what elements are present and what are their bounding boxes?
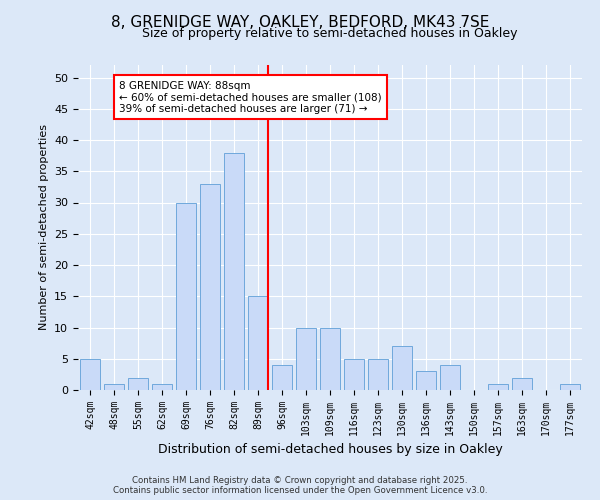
Bar (440, 365, 460, 390)
Bar (152, 384, 172, 390)
Bar (104, 384, 124, 390)
Bar (200, 184, 220, 390)
Title: Size of property relative to semi-detached houses in Oakley: Size of property relative to semi-detach… (142, 27, 518, 40)
Bar (272, 365, 292, 390)
Bar (392, 346, 412, 390)
Bar (296, 328, 316, 390)
Bar (416, 371, 436, 390)
Y-axis label: Number of semi-detached properties: Number of semi-detached properties (38, 124, 49, 330)
Text: 8 GRENIDGE WAY: 88sqm
← 60% of semi-detached houses are smaller (108)
39% of sem: 8 GRENIDGE WAY: 88sqm ← 60% of semi-deta… (119, 80, 382, 114)
Bar (224, 152, 244, 390)
Bar (368, 359, 388, 390)
Bar (128, 378, 148, 390)
Bar (560, 384, 580, 390)
Bar (80, 359, 100, 390)
Bar (248, 296, 268, 390)
Bar (512, 378, 532, 390)
Bar (320, 328, 340, 390)
Bar (488, 384, 508, 390)
X-axis label: Distribution of semi-detached houses by size in Oakley: Distribution of semi-detached houses by … (158, 444, 502, 456)
Bar (176, 202, 196, 390)
Text: Contains HM Land Registry data © Crown copyright and database right 2025.
Contai: Contains HM Land Registry data © Crown c… (113, 476, 487, 495)
Bar (344, 359, 364, 390)
Text: 8, GRENIDGE WAY, OAKLEY, BEDFORD, MK43 7SE: 8, GRENIDGE WAY, OAKLEY, BEDFORD, MK43 7… (111, 15, 489, 30)
